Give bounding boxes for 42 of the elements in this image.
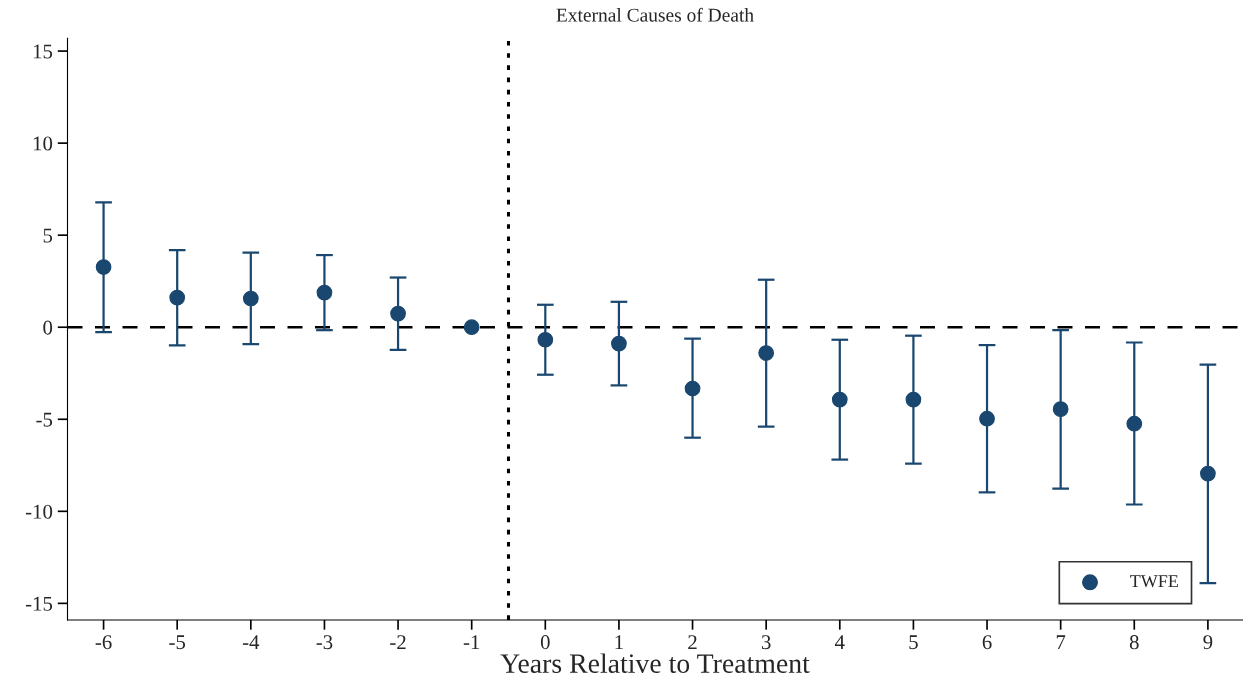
x-tick-label: 9 [1203,635,1213,650]
point [316,284,333,301]
x-tick-label: 7 [1056,635,1066,649]
x-tick-label: 0 [540,635,550,650]
y-tick-label: 0 [43,320,53,335]
point [758,345,775,361]
x-axis-title: Years Relative to Treatment [500,653,810,673]
x-tick-label: 1 [615,635,623,649]
y-tick-label: 10 [33,136,53,151]
legend-label: TWFE [1130,575,1178,588]
point [979,410,995,427]
point [831,391,848,408]
x-tick-label: 2 [688,635,697,649]
point [1126,415,1143,432]
x-tick-label: 5 [909,635,918,650]
chart-title: External Causes of Death [556,7,754,22]
x-tick-label: -3 [316,635,333,650]
x-tick-label: -1 [463,635,480,649]
point [390,305,406,322]
point [169,289,186,306]
x-tick-label: 6 [982,635,992,650]
point [611,335,627,352]
point [537,331,554,348]
x-tick-label: -2 [390,635,406,649]
x-tick-label: 8 [1129,635,1139,650]
point [1200,465,1216,482]
point [242,290,259,307]
x-tick-label: -4 [242,635,260,649]
y-tick-label: -15 [25,596,53,611]
x-tick-label: -5 [169,635,186,650]
y-tick-label: 15 [33,44,53,59]
y-tick-label: -10 [25,504,53,519]
point [95,259,112,275]
y-tick-label: 5 [43,228,53,243]
point [463,319,480,336]
x-tick-label: 3 [761,635,771,650]
x-tick-label: 4 [834,635,845,649]
x-tick-label: -6 [95,635,112,650]
point [905,391,922,408]
point [684,380,701,397]
point [1052,401,1069,418]
y-tick-label: -5 [36,412,53,427]
